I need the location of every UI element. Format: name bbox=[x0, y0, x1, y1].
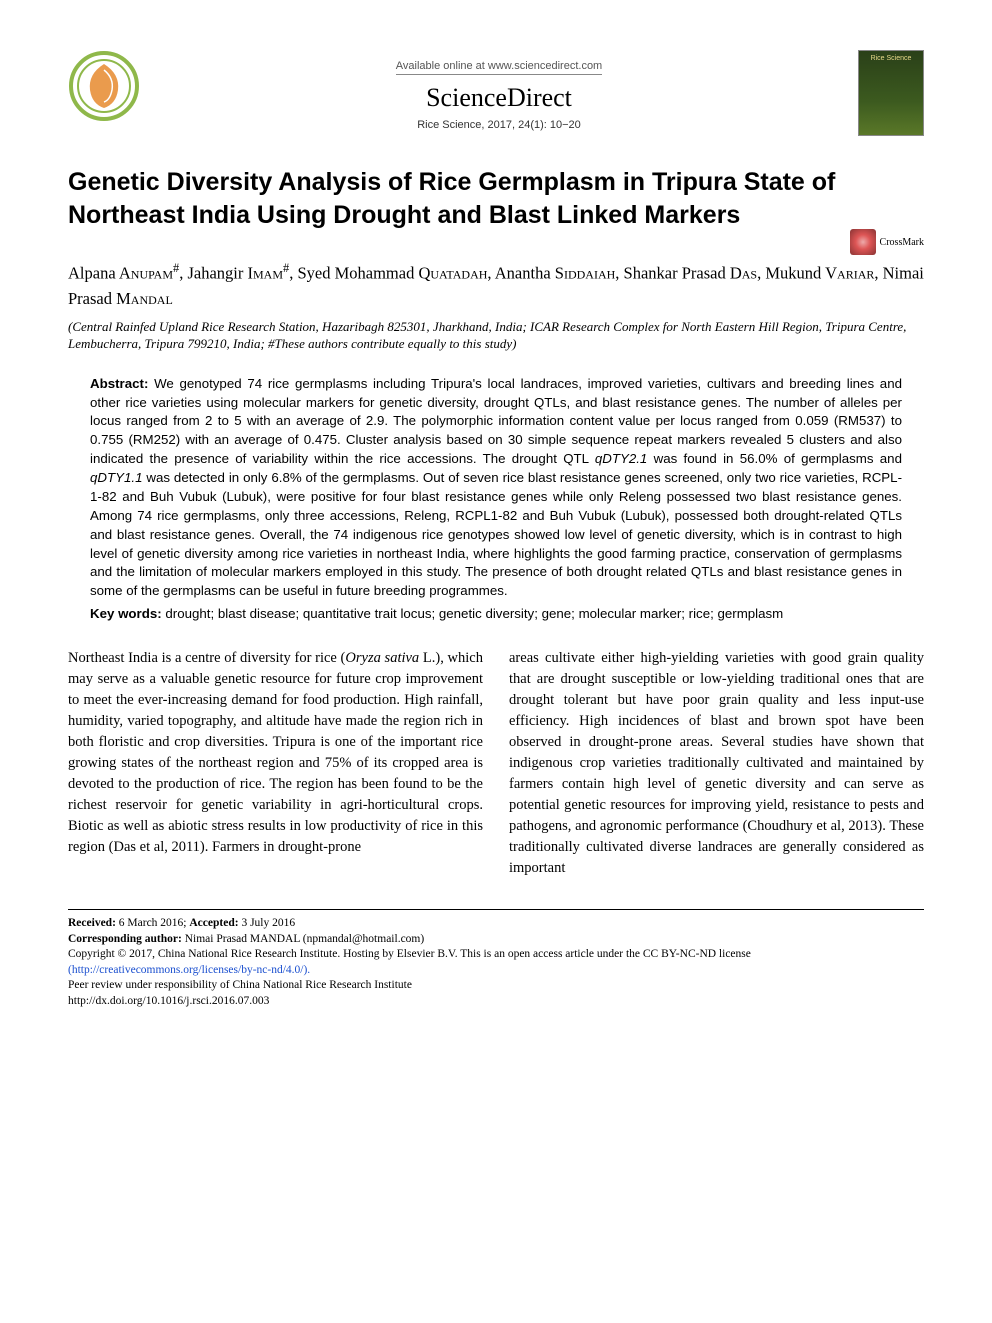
license-link[interactable]: (http://creativecommons.org/licenses/by-… bbox=[68, 964, 310, 976]
corresponding-author: Nimai Prasad MANDAL (npmandal@hotmail.co… bbox=[185, 933, 424, 945]
header-center: Available online at www.sciencedirect.co… bbox=[140, 50, 858, 131]
body-columns: Northeast India is a centre of diversity… bbox=[68, 648, 924, 879]
received-label: Received: bbox=[68, 917, 116, 929]
abstract-text: We genotyped 74 rice germplasms includin… bbox=[90, 376, 902, 599]
crossmark-label: CrossMark bbox=[880, 237, 924, 248]
body-column-right: areas cultivate either high-yielding var… bbox=[509, 648, 924, 879]
journal-citation: Rice Science, 2017, 24(1): 10−20 bbox=[140, 119, 858, 131]
abstract-block: Abstract: We genotyped 74 rice germplasm… bbox=[90, 375, 902, 624]
affiliation-text: (Central Rainfed Upland Rice Research St… bbox=[68, 318, 924, 353]
journal-logo bbox=[68, 50, 140, 122]
keywords-text: drought; blast disease; quantitative tra… bbox=[165, 606, 783, 621]
crossmark-badge[interactable]: CrossMark bbox=[850, 229, 924, 255]
received-date: 6 March 2016; bbox=[119, 917, 187, 929]
footer-block: Received: 6 March 2016; Accepted: 3 July… bbox=[68, 916, 924, 1009]
body-column-left: Northeast India is a centre of diversity… bbox=[68, 648, 483, 879]
sciencedirect-brand: ScienceDirect bbox=[140, 83, 858, 113]
crossmark-icon bbox=[850, 229, 876, 255]
keywords-label: Key words: bbox=[90, 606, 162, 621]
available-online-text: Available online at www.sciencedirect.co… bbox=[396, 60, 602, 75]
corresponding-label: Corresponding author: bbox=[68, 933, 182, 945]
accepted-label: Accepted: bbox=[189, 917, 238, 929]
footer-rule bbox=[68, 909, 924, 910]
peer-review-text: Peer review under responsibility of Chin… bbox=[68, 978, 924, 994]
abstract-label: Abstract: bbox=[90, 376, 148, 391]
accepted-date: 3 July 2016 bbox=[241, 917, 295, 929]
page-header: Available online at www.sciencedirect.co… bbox=[68, 50, 924, 136]
copyright-text: Copyright © 2017, China National Rice Re… bbox=[68, 947, 924, 963]
authors-list: Alpana Anupam#, Jahangir Imam#, Syed Moh… bbox=[68, 259, 924, 312]
cover-label: Rice Science bbox=[871, 55, 912, 62]
journal-cover-thumbnail: Rice Science bbox=[858, 50, 924, 136]
doi-text: http://dx.doi.org/10.1016/j.rsci.2016.07… bbox=[68, 994, 924, 1010]
article-title: Genetic Diversity Analysis of Rice Germp… bbox=[68, 166, 924, 231]
